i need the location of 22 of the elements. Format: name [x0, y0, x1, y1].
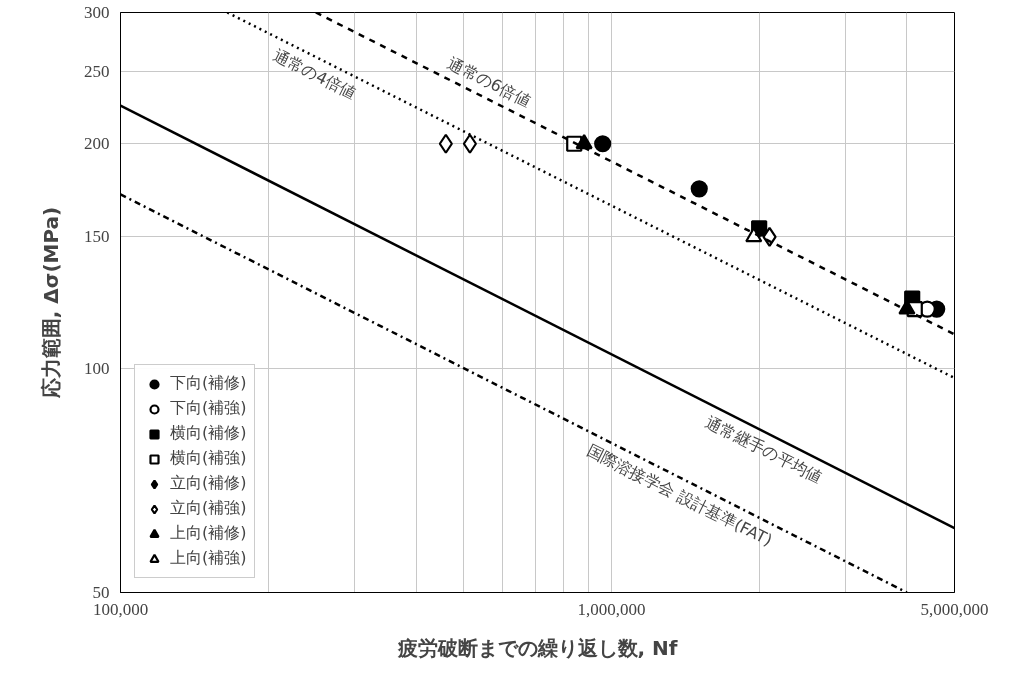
legend-label: 横向(補強) — [170, 448, 247, 469]
legend-label: 立向(補強) — [170, 498, 247, 519]
annotation: 通常の6倍値 — [444, 53, 534, 111]
y-tick-label: 150 — [84, 227, 110, 247]
x-tick-label: 1,000,000 — [577, 599, 646, 619]
legend-label: 上向(補強) — [170, 548, 247, 569]
legend-label: 下向(補修) — [170, 373, 247, 394]
x-axis-title: 疲労破断までの繰り返し数, Nf — [396, 635, 678, 660]
annotation: 通常の4倍値 — [270, 45, 360, 104]
y-tick-label: 100 — [84, 358, 110, 378]
y-axis-title: 応力範囲, Δσ(MPa) — [39, 206, 63, 400]
x-tick-label: 5,000,000 — [920, 599, 989, 619]
y-tick-label: 300 — [84, 3, 110, 22]
y-tick-label: 250 — [84, 62, 110, 82]
legend-label: 立向(補修) — [170, 473, 247, 494]
y-tick-label: 200 — [84, 134, 110, 154]
x-tick-label: 100,000 — [92, 599, 149, 619]
legend-label: 横向(補修) — [170, 423, 247, 444]
annotation: 通常継手の平均値 — [702, 412, 826, 487]
legend-label: 下向(補強) — [170, 398, 247, 419]
y-tick-label: 50 — [92, 583, 110, 602]
legend-label: 上向(補修) — [170, 523, 247, 544]
